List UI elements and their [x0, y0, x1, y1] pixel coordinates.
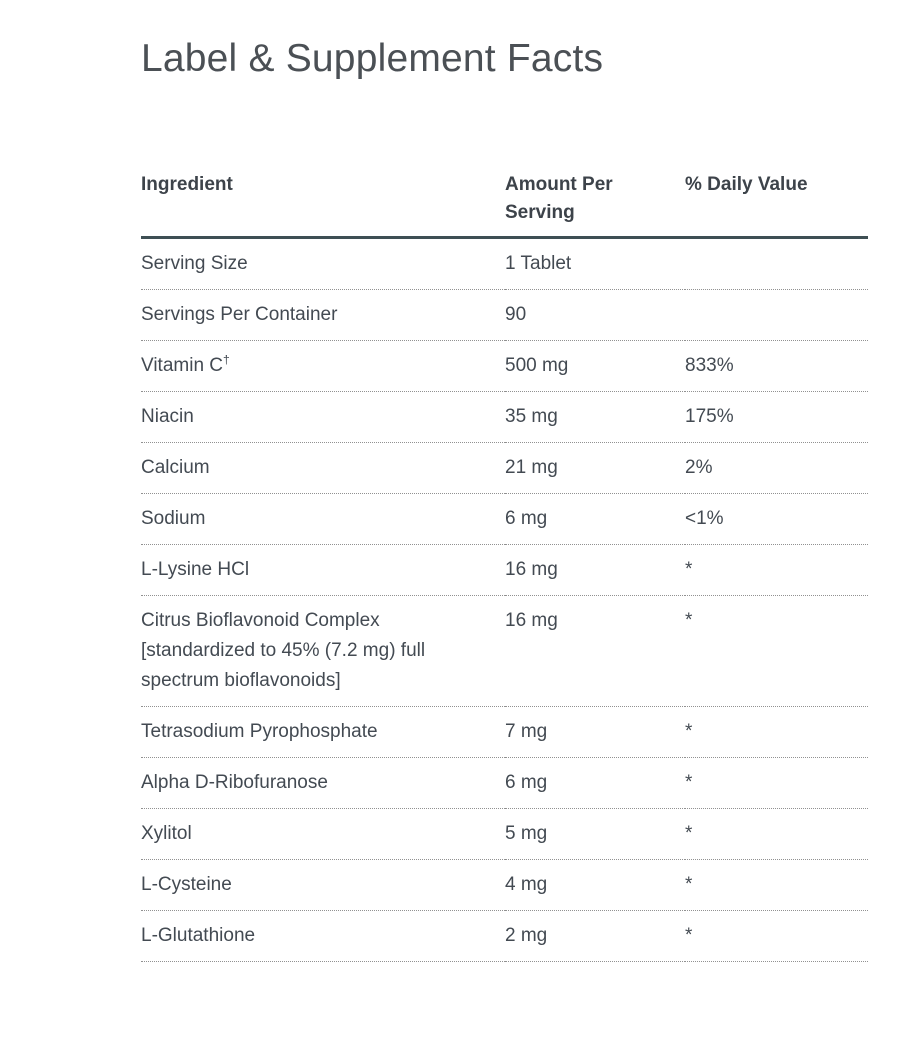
amount-per-serving-cell: 500 mg [505, 354, 569, 376]
ingredient-cell: Sodium [141, 507, 206, 529]
daily-value-cell [685, 237, 868, 289]
amount-per-serving-cell: 16 mg [505, 558, 558, 580]
amount-per-serving-cell: 6 mg [505, 507, 548, 529]
amount-per-serving-cell: 1 Tablet [505, 252, 572, 274]
table-row: L-Lysine HCl 16 mg * [141, 544, 868, 596]
table-row: Niacin 35 mg 175% [141, 391, 868, 443]
table-row: Vitamin C† 500 mg 833% [141, 340, 868, 392]
daily-value-cell: <1% [685, 507, 724, 529]
amount-per-serving-cell: 4 mg [505, 873, 548, 895]
amount-per-serving-cell: 21 mg [505, 456, 558, 478]
table-row: Calcium 21 mg 2% [141, 442, 868, 494]
column-header-daily-value: % Daily Value [685, 173, 808, 195]
table-row: Tetrasodium Pyrophosphate 7 mg * [141, 706, 868, 758]
table-row: L-Glutathione 2 mg * [141, 910, 868, 962]
amount-per-serving-cell: 90 [505, 303, 527, 325]
table-row: Xylitol 5 mg * [141, 808, 868, 860]
daily-value-cell: * [685, 924, 693, 946]
daily-value-cell: 833% [685, 354, 734, 376]
amount-per-serving-cell: 2 mg [505, 924, 548, 946]
ingredient-cell: Niacin [141, 405, 194, 427]
column-header-ingredient: Ingredient [141, 173, 233, 195]
ingredient-cell: Xylitol [141, 822, 192, 844]
daily-value-cell: 2% [685, 456, 713, 478]
page-title: Label & Supplement Facts [141, 37, 604, 80]
daily-value-cell: * [685, 873, 693, 895]
amount-per-serving-cell: 5 mg [505, 822, 548, 844]
daily-value-cell: * [685, 822, 693, 844]
daily-value-cell: * [685, 558, 693, 580]
ingredient-cell: Servings Per Container [141, 303, 338, 325]
ingredient-cell: Serving Size [141, 252, 248, 274]
amount-per-serving-cell: 6 mg [505, 771, 548, 793]
ingredient-cell: Citrus Bioflavonoid Complex [standardize… [141, 609, 426, 691]
amount-per-serving-cell: 7 mg [505, 720, 548, 742]
daily-value-cell: * [685, 609, 693, 631]
table-row: Serving Size 1 Tablet [141, 237, 868, 290]
table-row: Alpha D-Ribofuranose 6 mg * [141, 757, 868, 809]
table-row: Sodium 6 mg <1% [141, 493, 868, 545]
table-header-row: Ingredient Amount Per Serving % Daily Va… [141, 171, 868, 238]
ingredient-cell: L-Glutathione [141, 924, 256, 946]
supplement-facts-section: Label & Supplement Facts Ingredient Amou… [141, 37, 868, 962]
amount-per-serving-cell: 35 mg [505, 405, 558, 427]
table-row: L-Cysteine 4 mg * [141, 859, 868, 911]
ingredient-cell: Tetrasodium Pyrophosphate [141, 720, 378, 742]
table-row: Citrus Bioflavonoid Complex [standardize… [141, 595, 868, 707]
amount-per-serving-cell: 16 mg [505, 609, 558, 631]
ingredient-cell: Calcium [141, 456, 210, 478]
table-row: Servings Per Container 90 [141, 289, 868, 341]
daily-value-cell [685, 289, 868, 340]
ingredient-cell: Alpha D-Ribofuranose [141, 771, 328, 793]
daily-value-cell: 175% [685, 405, 734, 427]
column-header-amount-per-serving: Amount Per Serving [505, 173, 613, 223]
ingredient-cell: Vitamin C† [141, 352, 230, 376]
supplement-facts-table: Ingredient Amount Per Serving % Daily Va… [141, 171, 868, 962]
daily-value-cell: * [685, 771, 693, 793]
ingredient-cell: L-Cysteine [141, 873, 232, 895]
footnote-marker: † [223, 352, 230, 367]
table-body: Serving Size 1 Tablet Servings Per Contain… [141, 237, 868, 962]
ingredient-cell: L-Lysine HCl [141, 558, 250, 580]
daily-value-cell: * [685, 720, 693, 742]
